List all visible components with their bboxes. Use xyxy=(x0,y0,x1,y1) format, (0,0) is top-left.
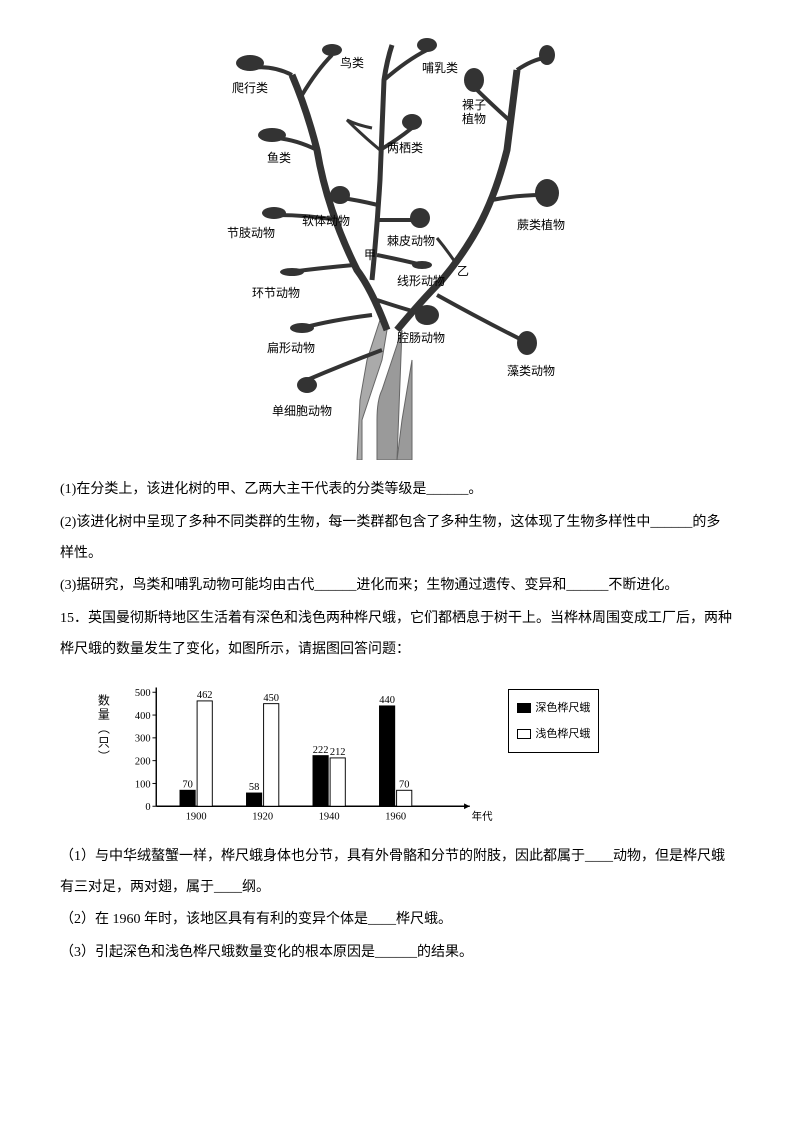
svg-text:58: 58 xyxy=(249,782,259,793)
label-jipi: 棘皮动物 xyxy=(387,228,435,254)
legend-light-label: 浅色桦尺蛾 xyxy=(535,722,590,746)
chart-legend: 深色桦尺蛾 浅色桦尺蛾 xyxy=(508,689,599,753)
label-danxibao: 单细胞动物 xyxy=(272,398,332,424)
svg-text:300: 300 xyxy=(135,733,151,744)
svg-text:70: 70 xyxy=(399,779,409,790)
label-luozi: 裸子植物 xyxy=(462,98,486,127)
svg-text:400: 400 xyxy=(135,711,151,722)
label-jiezhi: 节肢动物 xyxy=(227,220,275,246)
svg-text:1920: 1920 xyxy=(253,811,274,822)
label-buru: 哺乳类 xyxy=(422,55,458,81)
label-yi: 乙 xyxy=(457,258,469,284)
label-qiangchang: 腔肠动物 xyxy=(397,325,445,351)
legend-dark: 深色桦尺蛾 xyxy=(517,696,590,720)
svg-text:1900: 1900 xyxy=(186,811,207,822)
legend-box-dark xyxy=(517,703,531,713)
label-yu: 鱼类 xyxy=(267,145,291,171)
legend-box-light xyxy=(517,729,531,739)
question-3: (3)据研究，鸟类和哺乳动物可能均由古代______进化而来；生物通过遗传、变异… xyxy=(60,571,734,602)
question-15-1: （1）与中华绒螯蟹一样，桦尺蛾身体也分节，具有外骨骼和分节的附肢，因此都属于__… xyxy=(60,842,734,904)
svg-text:212: 212 xyxy=(330,747,346,758)
svg-text:0: 0 xyxy=(146,802,151,813)
question-1: (1)在分类上，该进化树的甲、乙两大主干代表的分类等级是______。 xyxy=(60,475,734,506)
svg-text:年代: 年代 xyxy=(472,809,493,822)
svg-text:222: 222 xyxy=(313,745,329,756)
evolution-tree-diagram: 爬行类 鸟类 哺乳类 鱼类 两栖类 裸子植物 节肢动物 软体动物 棘皮动物 蕨类… xyxy=(212,20,582,460)
label-bianxing: 扁形动物 xyxy=(267,335,315,361)
label-paxing: 爬行类 xyxy=(232,75,268,101)
svg-text:70: 70 xyxy=(183,779,193,790)
svg-text:1940: 1940 xyxy=(319,811,340,822)
legend-light: 浅色桦尺蛾 xyxy=(517,722,590,746)
label-zaolei: 藻类动物 xyxy=(507,358,555,384)
bar-chart-svg: 0 100 200 300 400 500 70 462 1900 58 450 1920 222212… xyxy=(123,674,503,834)
legend-dark-label: 深色桦尺蛾 xyxy=(535,696,590,720)
svg-text:462: 462 xyxy=(197,690,213,701)
svg-text:500: 500 xyxy=(135,688,151,699)
label-liangqi: 两栖类 xyxy=(387,135,423,161)
question-15-2: （2）在 1960 年时，该地区具有有利的变异个体是____桦尺蛾。 xyxy=(60,905,734,936)
question-block: (1)在分类上，该进化树的甲、乙两大主干代表的分类等级是______。 (2)该… xyxy=(60,475,734,666)
question-2: (2)该进化树中呈现了多种不同类群的生物，每一类群都包含了多种生物，这体现了生物… xyxy=(60,508,734,570)
svg-text:100: 100 xyxy=(135,779,151,790)
svg-text:1960: 1960 xyxy=(386,811,407,822)
moth-chart: 数量（只） 0 100 200 300 400 500 70 462 1900 58 450 1920… xyxy=(90,674,734,834)
label-xianxing: 线形动物 xyxy=(397,268,445,294)
svg-text:200: 200 xyxy=(135,756,151,767)
question-15-3: （3）引起深色和浅色桦尺蛾数量变化的根本原因是______的结果。 xyxy=(60,938,734,969)
question-15-sub: （1）与中华绒螯蟹一样，桦尺蛾身体也分节，具有外骨骼和分节的附肢，因此都属于__… xyxy=(60,842,734,969)
question-15-intro: 15．英国曼彻斯特地区生活着有深色和浅色两种桦尺蛾，它们都栖息于树干上。当桦林周… xyxy=(60,604,734,666)
y-axis-label: 数量（只） xyxy=(90,694,116,764)
label-jia: 甲 xyxy=(364,242,376,268)
svg-text:450: 450 xyxy=(264,693,280,704)
label-huanjie: 环节动物 xyxy=(252,280,300,306)
svg-text:440: 440 xyxy=(380,695,396,706)
label-ruanti: 软体动物 xyxy=(302,208,350,234)
label-niao: 鸟类 xyxy=(340,50,364,76)
label-juelei: 蕨类植物 xyxy=(517,212,565,238)
